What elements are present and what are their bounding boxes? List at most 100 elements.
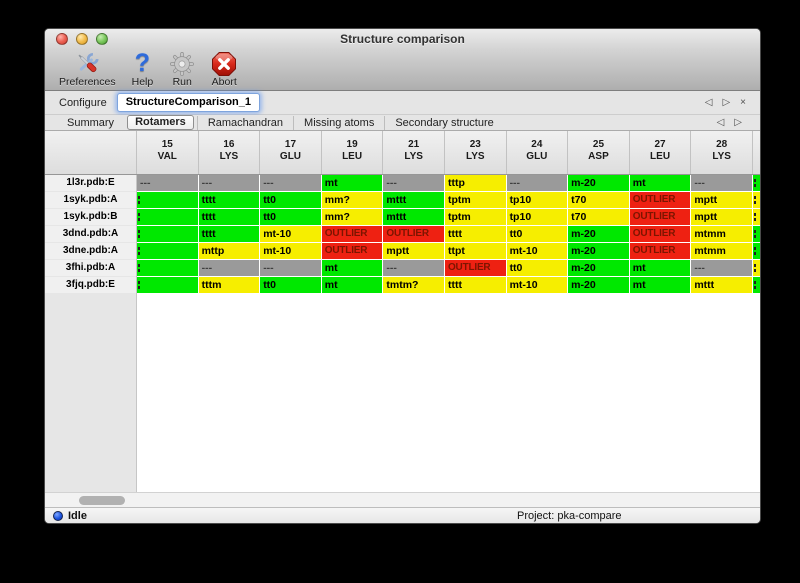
row-label[interactable]: 1syk.pdb:B bbox=[45, 209, 137, 225]
titlebar[interactable]: Structure comparison bbox=[45, 29, 760, 49]
rotamer-cell[interactable]: mt bbox=[629, 277, 691, 293]
rotamer-cell[interactable]: ttpt bbox=[444, 243, 506, 259]
tab-secondary-structure[interactable]: Secondary structure bbox=[384, 115, 503, 130]
tab-ramachandran[interactable]: Ramachandran bbox=[196, 115, 293, 130]
rotamer-cell[interactable]: mttt bbox=[383, 192, 444, 208]
rotamer-cell[interactable]: --- bbox=[691, 260, 752, 276]
column-header-24[interactable]: 24 GLU bbox=[507, 131, 569, 174]
rotamer-cell[interactable]: mptt bbox=[691, 192, 752, 208]
column-header-16[interactable]: 16 LYS bbox=[199, 131, 261, 174]
next-tab-icon[interactable]: ▷ bbox=[734, 117, 742, 128]
horizontal-scrollbar[interactable] bbox=[45, 492, 760, 507]
rotamer-cell[interactable]: m-20 bbox=[568, 175, 629, 191]
rotamer-cell[interactable]: mt-10 bbox=[506, 277, 568, 293]
tab-missing-atoms[interactable]: Missing atoms bbox=[293, 115, 384, 130]
column-header-27[interactable]: 27 LEU bbox=[630, 131, 692, 174]
rotamer-cell[interactable]: tt0 bbox=[260, 209, 321, 225]
row-label[interactable]: 3fhi.pdb:A bbox=[45, 260, 137, 276]
rotamer-cell[interactable]: OUTLIER bbox=[321, 243, 383, 259]
rotamer-cell[interactable]: mm? bbox=[321, 192, 383, 208]
rotamer-cell[interactable]: m-20 bbox=[568, 277, 629, 293]
rotamer-cell[interactable] bbox=[137, 209, 198, 225]
rotamer-cell[interactable]: m-20 bbox=[568, 226, 629, 242]
run-button[interactable]: Run bbox=[165, 50, 199, 88]
rotamer-cell[interactable]: OUTLIER bbox=[444, 260, 506, 276]
rotamer-cell[interactable]: tttt bbox=[444, 226, 506, 242]
rotamer-cell[interactable]: --- bbox=[198, 260, 260, 276]
row-label[interactable]: 3dnd.pdb:A bbox=[45, 226, 137, 242]
zoom-window-icon[interactable] bbox=[96, 33, 108, 45]
rotamer-cell[interactable]: --- bbox=[383, 175, 444, 191]
rotamer-cell[interactable]: --- bbox=[198, 175, 260, 191]
rotamer-cell[interactable]: OUTLIER bbox=[321, 226, 383, 242]
rotamer-cell-clipped[interactable] bbox=[752, 226, 760, 242]
rotamer-cell[interactable]: tttm bbox=[198, 277, 260, 293]
rotamer-cell[interactable]: mt bbox=[321, 260, 383, 276]
rotamer-cell[interactable]: tt0 bbox=[506, 226, 568, 242]
rotamer-cell[interactable]: mt-10 bbox=[506, 243, 568, 259]
rotamer-cell-clipped[interactable] bbox=[752, 192, 760, 208]
rotamer-cell-clipped[interactable] bbox=[752, 277, 760, 293]
rotamer-cell[interactable]: tttt bbox=[444, 277, 506, 293]
rotamer-cell[interactable]: tp10 bbox=[506, 192, 568, 208]
rotamer-cell[interactable] bbox=[137, 260, 198, 276]
column-header-25[interactable]: 25 ASP bbox=[568, 131, 630, 174]
rotamer-cell[interactable] bbox=[137, 243, 198, 259]
rotamer-cell[interactable]: m-20 bbox=[568, 243, 629, 259]
rotamer-cell[interactable]: --- bbox=[506, 175, 568, 191]
rotamer-cell[interactable]: mt-10 bbox=[260, 226, 321, 242]
rotamer-cell[interactable]: tttp bbox=[444, 175, 506, 191]
prev-configure-icon[interactable]: ◁ bbox=[704, 97, 713, 108]
configure-name-field[interactable]: StructureComparison_1 bbox=[116, 93, 261, 112]
column-header-15[interactable]: 15 VAL bbox=[137, 131, 199, 174]
rotamer-cell[interactable]: mptt bbox=[691, 209, 752, 225]
column-header-19[interactable]: 19 LEU bbox=[322, 131, 384, 174]
minimize-window-icon[interactable] bbox=[76, 33, 88, 45]
rotamer-cell[interactable]: t70 bbox=[568, 209, 629, 225]
tab-rotamers[interactable]: Rotamers bbox=[127, 115, 194, 130]
rotamer-cell[interactable]: mt bbox=[629, 260, 691, 276]
rotamer-cell[interactable]: mt-10 bbox=[260, 243, 321, 259]
rotamer-cell-clipped[interactable] bbox=[752, 209, 760, 225]
preferences-button[interactable]: Preferences bbox=[55, 50, 120, 88]
rotamer-cell[interactable]: mptt bbox=[383, 243, 444, 259]
abort-button[interactable]: Abort bbox=[207, 50, 241, 88]
rotamer-cell[interactable] bbox=[137, 192, 198, 208]
help-button[interactable]: ? Help bbox=[128, 50, 158, 88]
row-label[interactable]: 3fjq.pdb:E bbox=[45, 277, 137, 293]
rotamer-cell[interactable]: m-20 bbox=[568, 260, 629, 276]
rotamer-cell[interactable]: tttt bbox=[198, 209, 260, 225]
rotamer-cell[interactable]: OUTLIER bbox=[629, 192, 691, 208]
rotamer-cell[interactable]: mtmm bbox=[691, 243, 752, 259]
row-label[interactable]: 3dne.pdb:A bbox=[45, 243, 137, 259]
rotamer-cell[interactable]: --- bbox=[260, 260, 321, 276]
rotamer-cell[interactable]: tttt bbox=[198, 226, 260, 242]
rotamer-cell[interactable]: OUTLIER bbox=[383, 226, 444, 242]
prev-tab-icon[interactable]: ◁ bbox=[716, 117, 725, 128]
rotamer-cell[interactable]: mm? bbox=[321, 209, 383, 225]
column-header-17[interactable]: 17 GLU bbox=[260, 131, 322, 174]
rotamer-cell[interactable]: t70 bbox=[568, 192, 629, 208]
row-label[interactable]: 1l3r.pdb:E bbox=[45, 175, 137, 191]
rotamer-cell[interactable]: OUTLIER bbox=[629, 243, 691, 259]
close-window-icon[interactable] bbox=[56, 33, 68, 45]
next-configure-icon[interactable]: ▷ bbox=[722, 97, 731, 108]
rotamer-cell-clipped[interactable] bbox=[752, 260, 760, 276]
close-configure-icon[interactable]: × bbox=[740, 97, 746, 108]
column-header-23[interactable]: 23 LYS bbox=[445, 131, 507, 174]
rotamer-cell[interactable]: mt bbox=[321, 175, 383, 191]
rotamer-cell[interactable]: tt0 bbox=[260, 277, 321, 293]
column-header-28[interactable]: 28 LYS bbox=[691, 131, 753, 174]
rotamer-cell[interactable]: OUTLIER bbox=[629, 226, 691, 242]
rotamer-cell[interactable]: tt0 bbox=[260, 192, 321, 208]
rotamer-cell[interactable]: mt bbox=[321, 277, 383, 293]
rotamer-cell[interactable]: --- bbox=[691, 175, 752, 191]
rotamer-cell-clipped[interactable] bbox=[752, 175, 760, 191]
rotamer-cell[interactable]: tp10 bbox=[506, 209, 568, 225]
rotamer-cell[interactable]: mttt bbox=[383, 209, 444, 225]
rotamer-cell[interactable]: tttt bbox=[198, 192, 260, 208]
tab-summary[interactable]: Summary bbox=[67, 116, 115, 129]
rotamer-cell-clipped[interactable] bbox=[752, 243, 760, 259]
rotamer-cell[interactable]: tptm bbox=[444, 209, 506, 225]
row-label[interactable]: 1syk.pdb:A bbox=[45, 192, 137, 208]
